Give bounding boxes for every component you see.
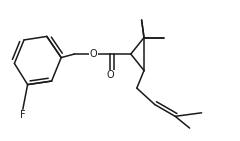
Text: O: O <box>90 49 97 59</box>
Text: O: O <box>107 70 114 80</box>
Text: F: F <box>20 110 26 120</box>
